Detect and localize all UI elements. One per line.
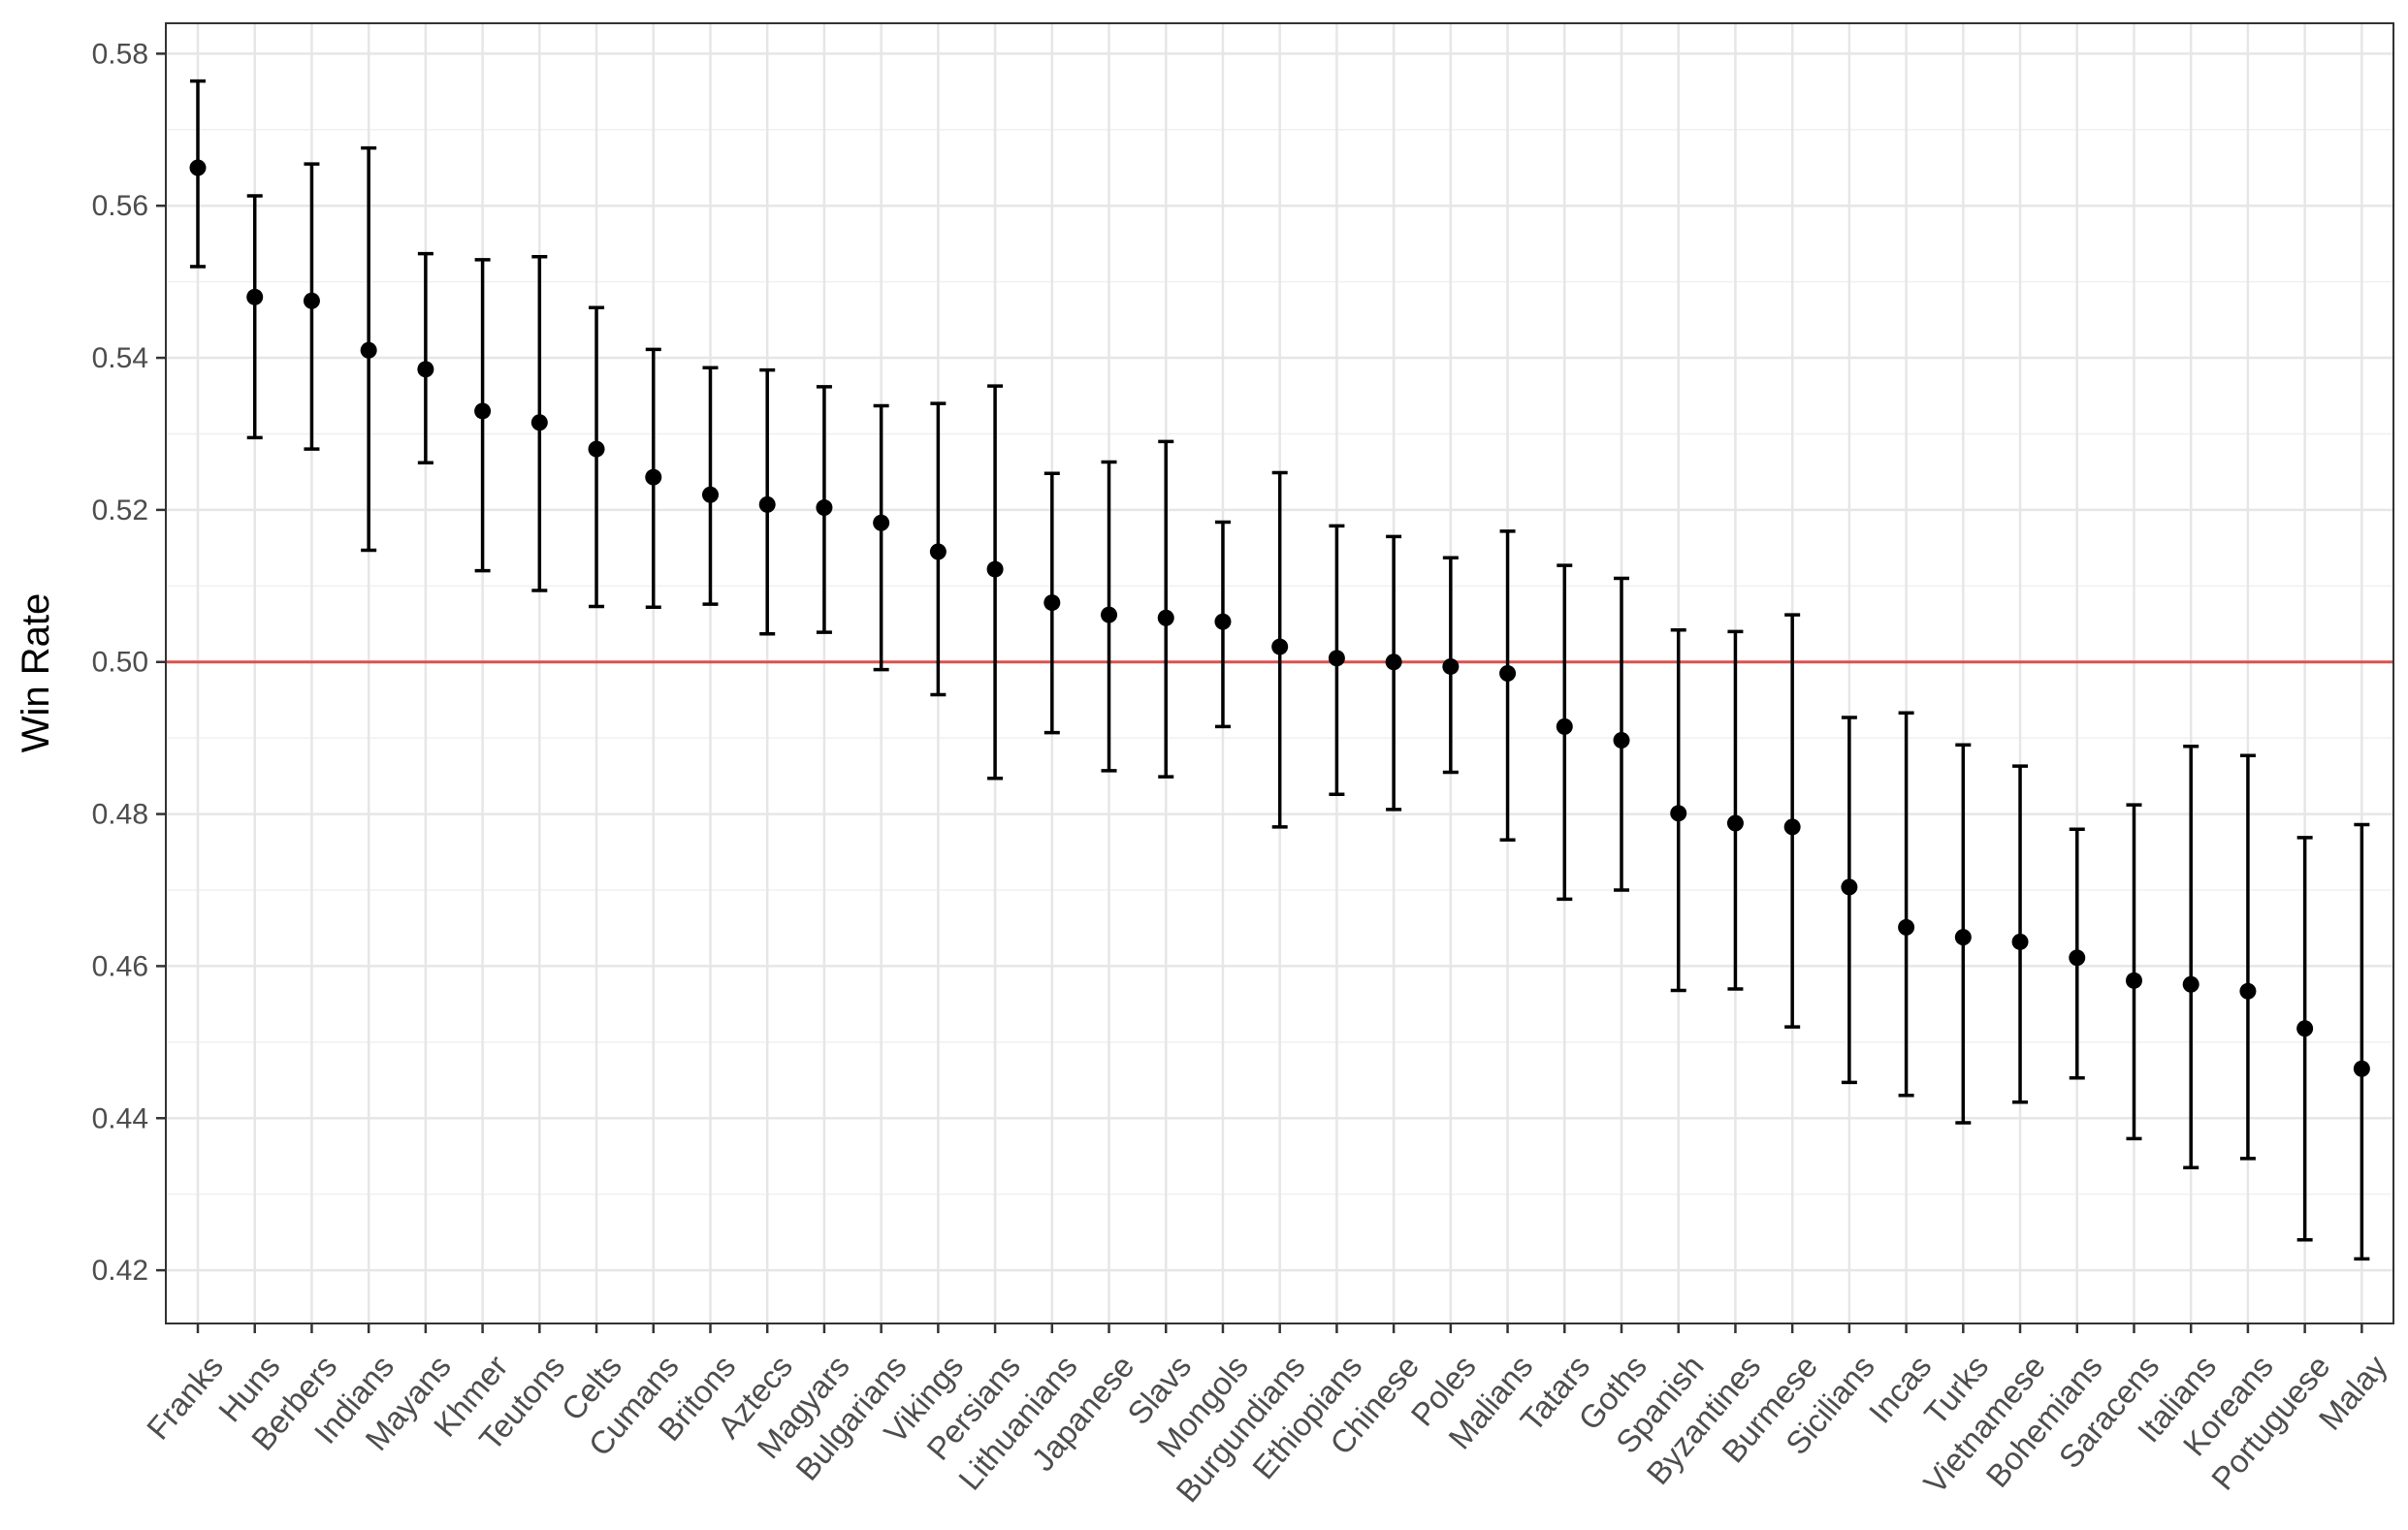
y-tick-label: 0.42 [92, 1255, 148, 1287]
data-point [929, 543, 947, 560]
data-point [1214, 613, 1232, 630]
data-points [189, 159, 2370, 1077]
data-point [417, 361, 434, 378]
y-tick-label: 0.46 [92, 950, 148, 982]
y-tick-label: 0.58 [92, 38, 148, 70]
data-point [1442, 657, 1460, 675]
data-point [2239, 982, 2257, 1000]
data-point [246, 288, 264, 305]
y-tick-label: 0.52 [92, 494, 148, 526]
data-point [1157, 609, 1174, 626]
data-point [1726, 814, 1744, 832]
data-point [2182, 975, 2199, 993]
data-point [1328, 650, 1345, 667]
data-point [1898, 918, 1915, 936]
data-point [1043, 594, 1061, 612]
y-tick-label: 0.56 [92, 190, 148, 222]
data-point [701, 486, 719, 503]
data-point [588, 440, 605, 458]
data-point [2353, 1060, 2370, 1077]
data-point [1271, 638, 1289, 655]
x-axis: FranksHunsBerbersIndiansMayansKhmerTeuto… [140, 1323, 2394, 1509]
data-point [2011, 933, 2029, 950]
data-point [1613, 732, 1630, 749]
data-point [1385, 653, 1402, 671]
data-point [645, 468, 662, 486]
data-point [189, 159, 207, 176]
data-point [758, 495, 776, 513]
data-point [2296, 1020, 2314, 1037]
y-axis: 0.42 0.44 0.46 0.48 0.50 0.52 0.54 0.56 0.58 [92, 38, 166, 1287]
data-point [474, 402, 492, 420]
data-point [2125, 972, 2142, 989]
data-point [873, 514, 890, 531]
data-point [1101, 606, 1118, 623]
data-point [1783, 818, 1801, 836]
data-point [530, 414, 548, 431]
y-tick-label: 0.44 [92, 1102, 148, 1134]
grid-lines [166, 23, 2393, 1323]
y-tick-label: 0.50 [92, 647, 148, 679]
data-point [1499, 665, 1517, 682]
data-point [303, 292, 320, 309]
x-tick-label: Franks [140, 1349, 230, 1447]
y-tick-label: 0.54 [92, 342, 148, 374]
data-point [1670, 805, 1687, 822]
y-axis-label: Win Rate [15, 593, 57, 753]
data-point [2069, 949, 2086, 967]
data-point [1954, 929, 1972, 946]
y-tick-label: 0.48 [92, 799, 148, 831]
data-point [1556, 717, 1573, 735]
data-point [816, 499, 833, 517]
data-point [360, 341, 377, 359]
data-point [986, 560, 1004, 578]
data-point [1841, 878, 1858, 896]
